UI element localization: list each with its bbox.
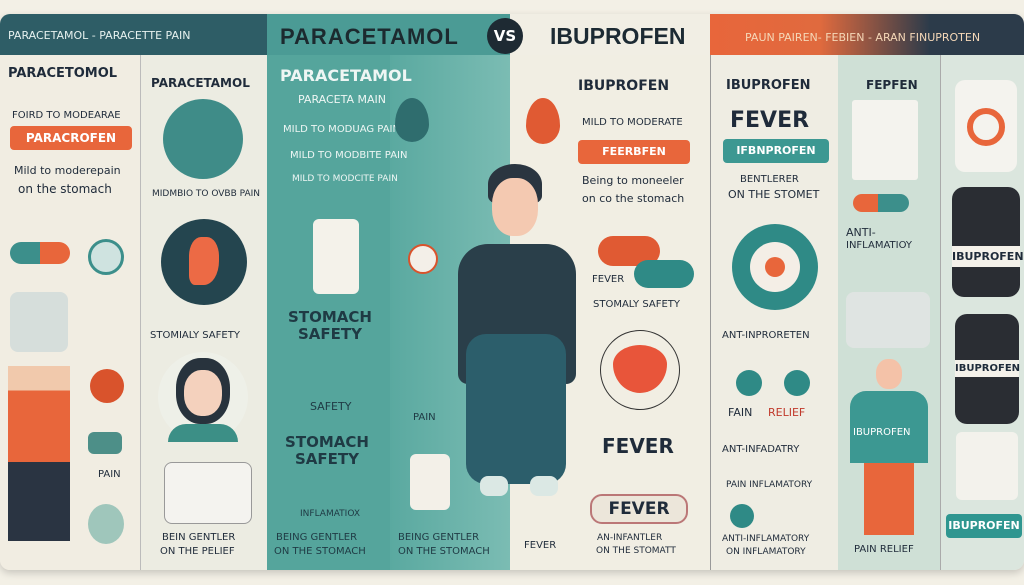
col6-gentle2: ON THE STOMET	[728, 188, 820, 201]
col7-title: FEPFEN	[866, 78, 918, 92]
header-left-text: PARACETAMOL - PARACETTE PAIN	[8, 29, 191, 42]
tablet-icon	[730, 504, 754, 528]
col6-anti2: ANT-INFADATRY	[722, 444, 800, 455]
leaflet-icon	[852, 100, 918, 180]
drop-tablet-icon	[163, 99, 243, 179]
col7-relief: PAIN RELIEF	[854, 544, 914, 555]
col4-gentle1: BEING GENTLER	[398, 532, 480, 543]
col5-fever-left: FEVER	[524, 540, 557, 551]
col6-fever: FEVER	[730, 108, 810, 133]
header-ibuprofen-title: IBUPROFEN	[550, 23, 686, 49]
header-left-band	[0, 14, 267, 55]
pill-bottle-icon	[955, 80, 1017, 172]
header-center-right-band	[510, 14, 710, 55]
col7-anti1: ANTI-	[846, 226, 876, 239]
col5-title: IBUPROFEN	[578, 78, 670, 94]
col2-line3: BEIN GENTLER	[162, 532, 236, 543]
col6-anti4: ANTI-INFLAMATORY	[722, 534, 810, 544]
col5-line2: Being to moneeler	[582, 174, 684, 187]
col3-gentle2: ON THE STOMACH	[274, 546, 366, 557]
col5-safety: STOMALY SAFETY	[593, 299, 680, 310]
col1-line1: FOIRD TO MODEARAE	[12, 110, 121, 121]
capsule-icon	[853, 194, 909, 212]
tablet-icon	[784, 370, 810, 396]
no-sign-icon	[408, 244, 438, 274]
col3-inflam: INFLAMATIOX	[300, 509, 360, 519]
col6-gentle1: BENTLERER	[740, 174, 799, 185]
virus-icon	[90, 369, 124, 403]
col1-pill: PARACROFEN	[10, 126, 132, 150]
pill-bottle-icon	[410, 454, 450, 510]
pill-bottle-icon	[952, 187, 1020, 297]
capsule-icon	[10, 242, 70, 264]
col4-pain: PAIN	[413, 412, 436, 423]
col3-line2: MILD TO MODUAG PAIN	[283, 124, 400, 135]
header-paracetamol-title: PARACETAMOL	[280, 24, 459, 49]
col6-anti5: ON INFLAMATORY	[726, 547, 806, 557]
col7-anti2: INFLAMATIOY	[846, 240, 913, 251]
col2-line4: ON THE PELIEF	[160, 546, 235, 557]
flower-icon	[732, 224, 818, 310]
col3-line4: MILD TO MODCITE PAIN	[292, 174, 398, 184]
col3-safety1: STOMACH SAFETY	[288, 308, 372, 343]
col6-title: IBUPROFEN	[726, 78, 811, 93]
col5-fever-small: FEVER	[592, 274, 625, 285]
col7-shirt-label: IBUPROFEN	[853, 427, 911, 438]
col3-title: PARACETAMOL	[280, 66, 412, 85]
tablet-icon	[736, 370, 762, 396]
woman-icon	[158, 352, 248, 442]
col3-safety2: STOMACH SAFETY	[285, 433, 369, 468]
vs-badge: VS	[487, 18, 523, 54]
col6-relief-a: FAIN	[728, 406, 753, 419]
header-right-text: PAUN PAIREN- FEBIEN - ARAN FINUPROTEN	[745, 31, 981, 44]
col6-relief-b: RELIEF	[768, 406, 806, 419]
blister-pack-icon	[10, 292, 68, 352]
leaflet-icon	[956, 432, 1018, 500]
fever-button: FEVER	[590, 494, 688, 524]
man-figure-icon	[8, 366, 70, 541]
col2-line1: MIDMBIO TO OVBB PAIN	[152, 189, 261, 199]
col3-line3: MILD TO MODBITE PAIN	[290, 150, 408, 161]
col5-fever-big: FEVER	[602, 434, 674, 458]
col6-anti3: PAIN INFLAMATORY	[726, 480, 813, 490]
col1-pain: PAIN	[98, 469, 121, 480]
col1-line2: Mild to moderepain	[14, 164, 121, 177]
col3-safety-small: SAFETY	[310, 400, 352, 413]
col5-line1: MILD TO MODERATE	[582, 117, 683, 128]
man-figure-icon	[850, 359, 928, 537]
capsule-icon	[634, 260, 694, 288]
drop-icon	[395, 98, 429, 142]
stomach-icon	[161, 219, 247, 305]
blister-pack-icon	[846, 292, 930, 348]
col8-bottle-label: IBUPROFEN	[952, 246, 1024, 267]
infographic-board: PARACETAMOL - PARACETTE PAIN PARACETAMOL…	[0, 14, 1024, 570]
col8-bottle-label-2: IBUPROFEN	[955, 360, 1020, 377]
pill-bottle-icon	[313, 219, 359, 294]
header-center-left-band	[267, 14, 510, 55]
col1-title: PARACETOMOL	[8, 66, 118, 81]
pill-icon	[88, 504, 124, 544]
drop-icon	[526, 98, 560, 144]
header-right-band	[710, 14, 1024, 55]
col5-bottom1: AN-INFANTLER	[597, 533, 663, 543]
capsules-icon	[164, 462, 252, 524]
col3-gentle1: BEING GENTLER	[276, 532, 358, 543]
col2-title: PARACETAMOL	[151, 76, 250, 90]
person-with-headache-illustration	[458, 164, 576, 504]
tablet-icon	[88, 239, 124, 275]
cross-icon	[88, 432, 122, 454]
col6-pill: IFBNPROFEN	[723, 139, 829, 163]
col1-line3: on the stomach	[18, 182, 112, 196]
heart-icon	[600, 330, 680, 410]
col2-line2: STOMIALY SAFETY	[150, 330, 240, 341]
col4-gentle2: ON THE STOMACH	[398, 546, 490, 557]
col5-pill: FEERBFEN	[578, 140, 690, 164]
col6-anti1: ANT-INPROREТEN	[722, 330, 810, 341]
col3-line1: PARACETA MAIN	[298, 93, 386, 106]
col5-line3: on co the stomach	[582, 192, 685, 205]
column-3	[267, 55, 390, 570]
col5-bottom2: ON THE STOMATT	[596, 546, 676, 556]
ibuprofen-button: IBUPROFEN	[946, 514, 1022, 538]
